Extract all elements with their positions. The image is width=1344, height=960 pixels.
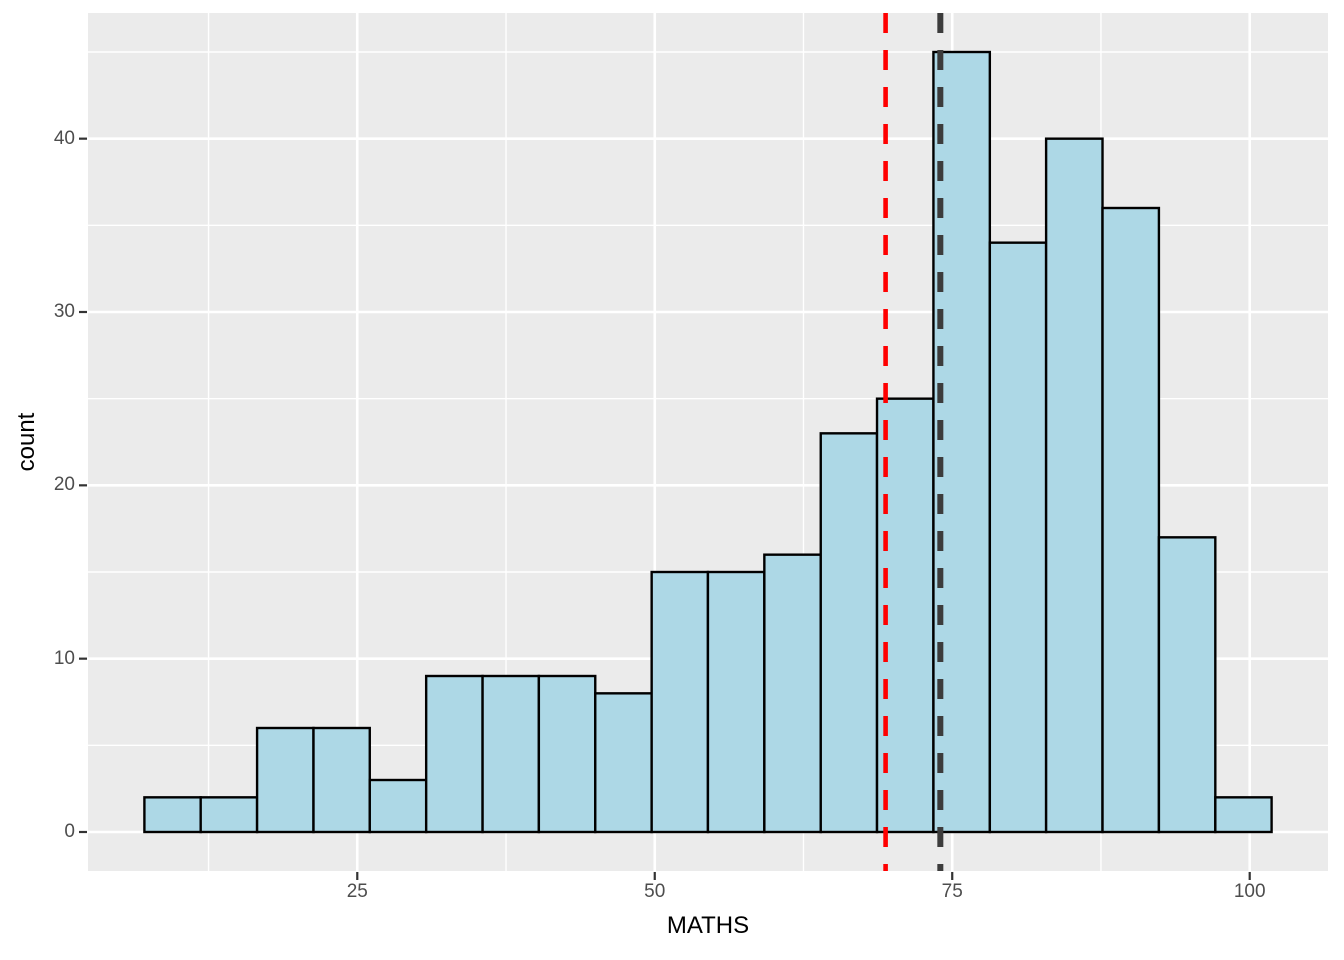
histogram-bar xyxy=(819,432,879,834)
histogram-bar xyxy=(1157,536,1217,834)
y-tick-label: 10 xyxy=(53,647,75,669)
histogram-bar xyxy=(1044,137,1104,834)
histogram-bar xyxy=(763,553,822,834)
y-tick-label: 30 xyxy=(53,301,75,322)
histogram-bar xyxy=(199,796,259,834)
histogram-bar xyxy=(1101,206,1161,834)
y-tick-label: 40 xyxy=(53,127,75,149)
histogram-bar xyxy=(706,570,766,834)
x-tick-label: 100 xyxy=(1233,881,1266,902)
x-tick-label: 25 xyxy=(346,881,368,902)
histogram-bar xyxy=(537,674,597,834)
x-axis-title: MATHS xyxy=(666,912,750,939)
histogram-bar xyxy=(143,796,202,834)
y-tick-label: 0 xyxy=(64,821,75,842)
y-tick-label: 20 xyxy=(53,474,75,496)
x-tick-label: 50 xyxy=(644,881,666,902)
histogram-bar xyxy=(424,674,484,834)
histogram-bar xyxy=(988,241,1048,834)
histogram-bar xyxy=(650,570,710,834)
y-axis-title: count xyxy=(13,412,40,472)
histogram-bar xyxy=(312,726,371,834)
histogram-bar xyxy=(255,726,315,834)
histogram-bar xyxy=(481,674,541,834)
x-tick-label: 75 xyxy=(941,881,963,902)
histogram-bar xyxy=(594,692,653,834)
histogram-bar xyxy=(1214,796,1273,834)
histogram-bar xyxy=(368,778,428,834)
